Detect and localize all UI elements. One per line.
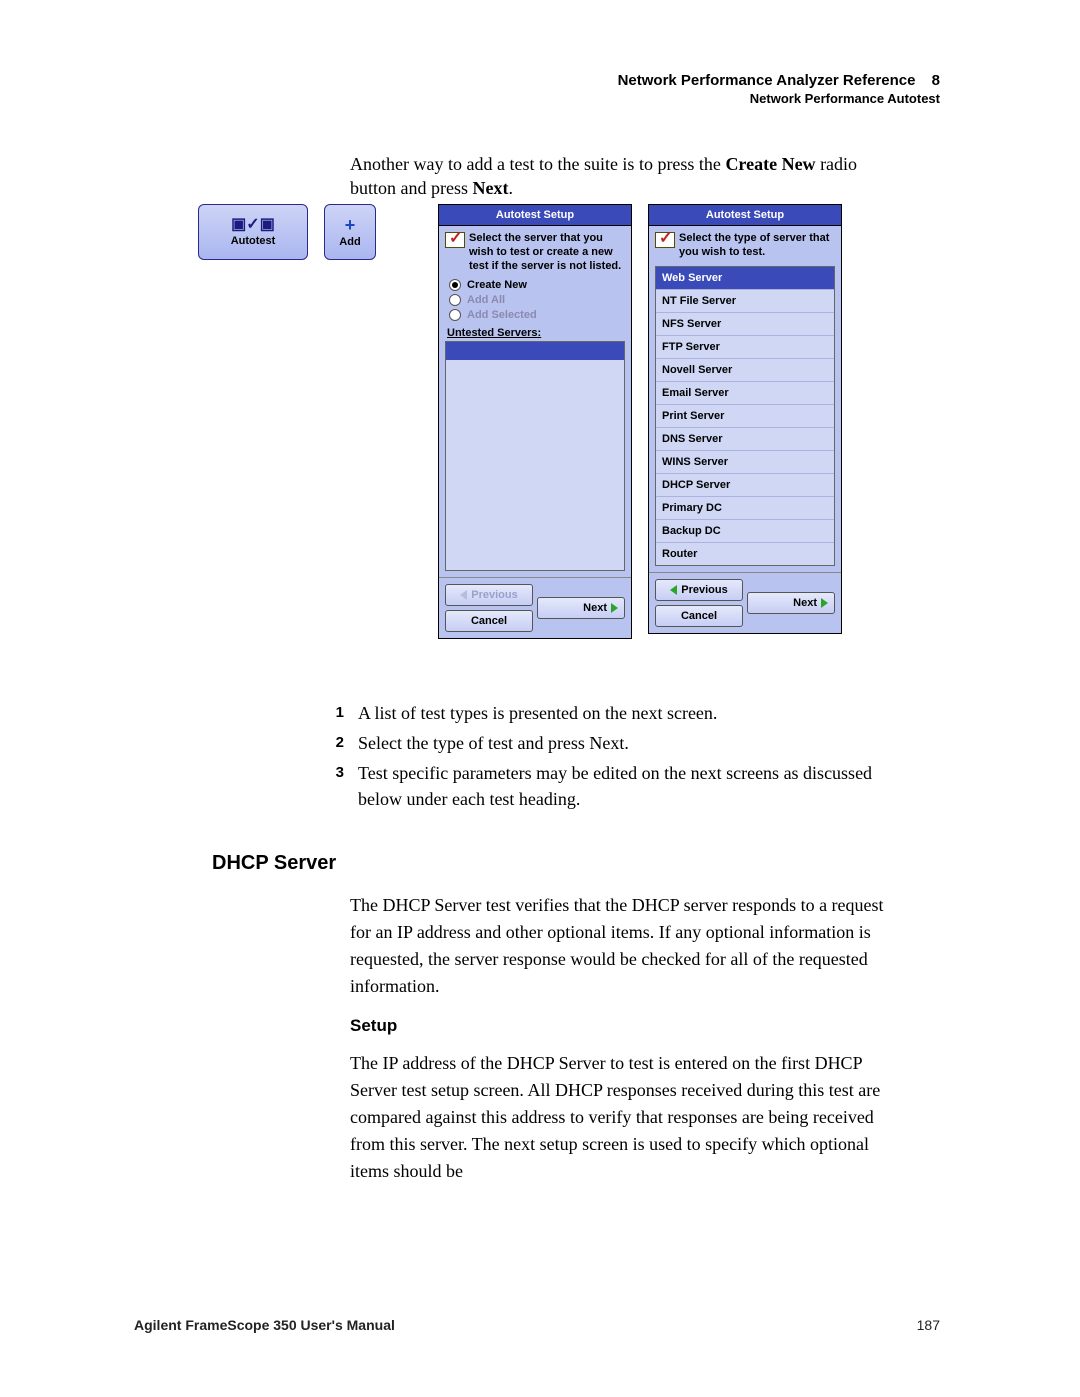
- step-text: Select the type of test and press Next.: [358, 730, 629, 756]
- radio-add-all[interactable]: Add All: [449, 294, 621, 306]
- numbered-steps: 1 A list of test types is presented on th…: [328, 700, 883, 816]
- radio-icon: [449, 294, 461, 306]
- setup-heading: Setup: [350, 1016, 397, 1036]
- next-button[interactable]: Next: [747, 592, 835, 614]
- cancel-button[interactable]: Cancel: [655, 605, 743, 627]
- list-item[interactable]: DNS Server: [656, 428, 834, 451]
- list-item[interactable]: Print Server: [656, 405, 834, 428]
- add-button[interactable]: + Add: [324, 204, 376, 260]
- autotest-icon: ▣✓▣: [231, 217, 275, 233]
- step-text: A list of test types is presented on the…: [358, 700, 717, 726]
- chevron-right-icon: [821, 598, 828, 608]
- figure-row: ▣✓▣ Autotest + Add Autotest Setup Select…: [198, 204, 842, 639]
- list-item[interactable]: Backup DC: [656, 520, 834, 543]
- footer-manual-title: Agilent FrameScope 350 User's Manual: [134, 1317, 395, 1333]
- server-type-list[interactable]: Web Server NT File Server NFS Server FTP…: [655, 266, 835, 566]
- dhcp-paragraph: The DHCP Server test verifies that the D…: [350, 892, 895, 1000]
- chevron-left-icon: [670, 585, 677, 595]
- plus-icon: +: [345, 216, 356, 234]
- list-item[interactable]: Web Server: [656, 267, 834, 290]
- header-subtitle: Network Performance Autotest: [618, 91, 940, 106]
- panel2-title: Autotest Setup: [649, 205, 841, 226]
- list-item[interactable]: Novell Server: [656, 359, 834, 382]
- step-number: 1: [328, 702, 344, 726]
- setup-paragraph: The IP address of the DHCP Server to tes…: [350, 1050, 895, 1185]
- previous-button[interactable]: Previous: [445, 584, 533, 606]
- panel2-hint: Select the type of server that you wish …: [679, 232, 835, 260]
- radio-add-selected[interactable]: Add Selected: [449, 309, 621, 321]
- step-number: 2: [328, 732, 344, 756]
- panel1-hint: Select the server that you wish to test …: [469, 232, 625, 273]
- page-header: Network Performance Analyzer Reference 8…: [618, 72, 940, 106]
- hint-icon: [655, 232, 675, 248]
- cancel-button[interactable]: Cancel: [445, 610, 533, 632]
- add-label: Add: [339, 236, 360, 248]
- list-selection: [446, 342, 624, 360]
- list-item[interactable]: Email Server: [656, 382, 834, 405]
- list-item[interactable]: NT File Server: [656, 290, 834, 313]
- list-item[interactable]: NFS Server: [656, 313, 834, 336]
- step-text: Test specific parameters may be edited o…: [358, 760, 883, 812]
- untested-servers-label: Untested Servers:: [447, 327, 623, 339]
- chapter-number: 8: [932, 72, 940, 89]
- list-item[interactable]: Primary DC: [656, 497, 834, 520]
- radio-icon: [449, 309, 461, 321]
- hint-icon: [445, 232, 465, 248]
- autotest-button[interactable]: ▣✓▣ Autotest: [198, 204, 308, 260]
- step-number: 3: [328, 762, 344, 812]
- chevron-left-icon: [460, 590, 467, 600]
- autotest-label: Autotest: [231, 235, 276, 247]
- autotest-setup-panel-2: Autotest Setup Select the type of server…: [648, 204, 842, 634]
- radio-create-new[interactable]: Create New: [449, 279, 621, 291]
- radio-icon: [449, 279, 461, 291]
- chevron-right-icon: [611, 603, 618, 613]
- previous-button[interactable]: Previous: [655, 579, 743, 601]
- panel1-title: Autotest Setup: [439, 205, 631, 226]
- list-item[interactable]: DHCP Server: [656, 474, 834, 497]
- next-button[interactable]: Next: [537, 597, 625, 619]
- list-item[interactable]: FTP Server: [656, 336, 834, 359]
- untested-servers-list[interactable]: [445, 341, 625, 571]
- intro-paragraph: Another way to add a test to the suite i…: [350, 152, 870, 201]
- autotest-setup-panel-1: Autotest Setup Select the server that yo…: [438, 204, 632, 639]
- dhcp-server-heading: DHCP Server: [212, 852, 336, 875]
- header-title: Network Performance Analyzer Reference: [618, 72, 916, 89]
- list-item[interactable]: WINS Server: [656, 451, 834, 474]
- list-item[interactable]: Router: [656, 543, 834, 565]
- footer-page-number: 187: [917, 1317, 940, 1333]
